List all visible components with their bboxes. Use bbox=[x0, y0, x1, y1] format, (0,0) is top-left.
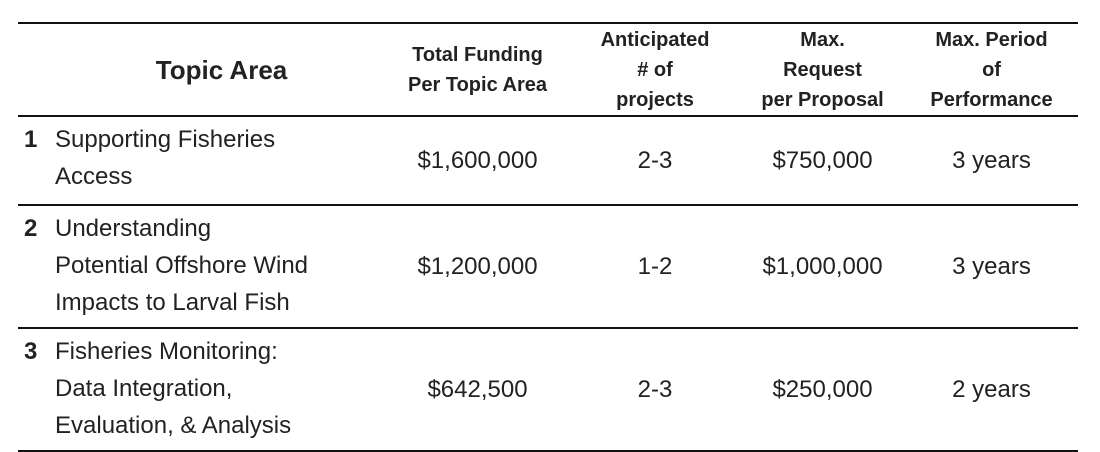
period-cell: 2 years bbox=[952, 376, 1031, 403]
period-cell: 3 years bbox=[952, 147, 1031, 174]
projects-cell: 2-3 bbox=[637, 376, 673, 403]
header-row: Topic Area Total Funding Per Topic Area Ant… bbox=[18, 23, 1079, 116]
header-cell: Topic Area bbox=[18, 23, 385, 116]
cell-line: per Proposal bbox=[761, 88, 884, 111]
table-header: Topic Area Total Funding Per Topic Area Ant… bbox=[18, 23, 1079, 116]
projects-cell: 2-3 bbox=[637, 147, 673, 174]
cell-line: Per Topic Area bbox=[408, 73, 547, 96]
max-request-cell: $250,000 bbox=[772, 376, 873, 403]
cell-line: Understanding bbox=[55, 215, 212, 242]
projects-cell: 1-2 bbox=[637, 253, 673, 280]
cell-line: Anticipated bbox=[600, 28, 710, 51]
table-row: 3 Fisheries Monitoring: Data Integration, E… bbox=[18, 328, 1079, 451]
cell-line: Supporting Fisheries bbox=[55, 126, 276, 153]
cell-line: Performance bbox=[930, 88, 1053, 111]
cell-line: Access bbox=[55, 163, 133, 190]
header-cell: Max. Period of Performance bbox=[905, 23, 1078, 116]
cell-line: Evaluation, & Analysis bbox=[55, 412, 292, 439]
cell-line: Max. Period bbox=[935, 28, 1048, 51]
table-row: 2 Understanding Potential Offshore Wind Imp… bbox=[18, 205, 1079, 328]
funding-cell: $1,200,000 bbox=[417, 253, 538, 280]
table-row: 1 Supporting Fisheries Access $1,600,000 2-3… bbox=[18, 116, 1079, 205]
cell-line: of bbox=[982, 58, 1001, 81]
period-cell: 3 years bbox=[952, 253, 1031, 280]
funding-cell: $1,600,000 bbox=[417, 147, 538, 174]
cell-line: Topic Area bbox=[155, 54, 288, 85]
header-cell: Max. Request per Proposal bbox=[740, 23, 905, 116]
table-body: 1 Supporting Fisheries Access $1,600,000 2-3… bbox=[18, 116, 1079, 451]
row-number: 1 bbox=[24, 126, 38, 153]
funding-table: Topic Area Total Funding Per Topic Area Ant… bbox=[18, 22, 1079, 452]
row-number: 2 bbox=[24, 215, 38, 242]
cell-line: Data Integration, bbox=[55, 375, 233, 402]
funding-cell: $642,500 bbox=[427, 376, 528, 403]
max-request-cell: $1,000,000 bbox=[762, 253, 883, 280]
header-cell: Anticipated # of projects bbox=[570, 23, 740, 116]
header-cell: Total Funding Per Topic Area bbox=[385, 23, 570, 116]
cell-line: Fisheries Monitoring: bbox=[55, 338, 278, 365]
cell-line: Potential Offshore Wind bbox=[55, 252, 309, 279]
topic-cell: Supporting Fisheries Access bbox=[55, 116, 385, 205]
cell-line: projects bbox=[616, 88, 694, 111]
row-number: 3 bbox=[24, 338, 38, 365]
cell-line: Max. bbox=[800, 28, 845, 51]
cell-line: Request bbox=[783, 58, 862, 81]
topic-cell: Fisheries Monitoring: Data Integration, Ev… bbox=[55, 328, 385, 451]
cell-line: # of bbox=[637, 58, 673, 81]
max-request-cell: $750,000 bbox=[772, 147, 873, 174]
topic-cell: Understanding Potential Offshore Wind Impa… bbox=[55, 205, 385, 328]
cell-line: Total Funding bbox=[412, 43, 543, 66]
cell-line: Impacts to Larval Fish bbox=[55, 289, 290, 316]
